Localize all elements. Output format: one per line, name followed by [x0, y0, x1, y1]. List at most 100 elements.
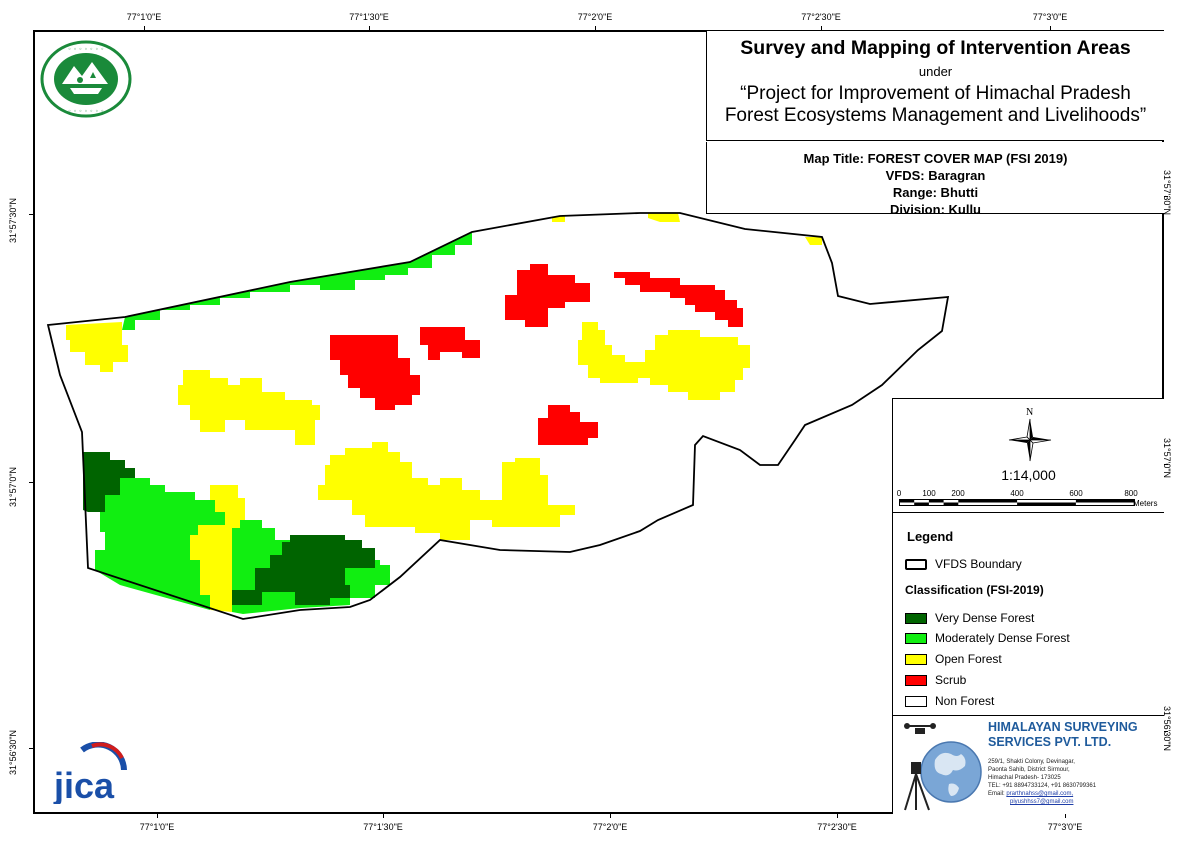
legend-item-boundary: VFDS Boundary: [905, 557, 1022, 571]
scrub-swatch: [905, 674, 927, 686]
graticule-label-left: 31°57'0"N: [8, 466, 18, 507]
title-panel: Survey and Mapping of Intervention Areas…: [706, 31, 1164, 141]
very-dense-swatch: [905, 612, 927, 624]
graticule-label-left: 31°57'30"N: [8, 197, 18, 243]
company-phone: TEL: +91 8894733124, +91 8630799361: [988, 783, 1097, 789]
legend-item-label: Very Dense Forest: [935, 611, 1035, 625]
open-forest-east: [578, 322, 750, 400]
tick-mark: [1162, 731, 1168, 732]
jica-logo-text: jica: [53, 765, 115, 804]
scrub-north-1: [505, 264, 590, 327]
scale-bar-label: 100: [922, 489, 936, 498]
non-forest-swatch: [905, 695, 927, 707]
legend-title: Legend: [907, 529, 954, 544]
open-forest-sw-strip: [190, 485, 245, 612]
graticule-label-top: 77°1'0"E: [126, 12, 162, 22]
vfds-boundary-outline: [46, 212, 950, 620]
vfds-label: VFDS: Baragran: [885, 168, 986, 183]
very-dense-south: [232, 535, 375, 605]
north-scale-panel: N 1:14,000 0 100 200 400 600 800 Meters: [892, 398, 1164, 513]
surveying-globe-logo-icon: [904, 723, 982, 811]
tick-mark: [610, 812, 611, 818]
company-address: 259/1, Shakti Colony, Devinagar, Paonta …: [988, 758, 1096, 806]
graticule-label-bottom: 77°2'30"E: [817, 822, 857, 832]
north-label: N: [1026, 407, 1034, 418]
company-email-row: Email: prarthnahss@gmail.com,: [988, 790, 1096, 798]
open-forest-swatch: [905, 653, 927, 665]
email-link-1[interactable]: prarthnahss@gmail.com,: [1006, 791, 1074, 797]
tick-mark: [29, 748, 35, 749]
scale-unit: Meters: [1133, 499, 1158, 508]
scrub-center-1: [330, 335, 420, 410]
legend-item-label: Non Forest: [935, 694, 995, 708]
tick-mark: [1162, 196, 1168, 197]
scale-bar-label: 0: [896, 489, 902, 498]
tick-mark: [837, 812, 838, 818]
legend-item-label: Scrub: [935, 673, 967, 687]
map-main-title: Survey and Mapping of Intervention Areas: [740, 37, 1131, 59]
legend-item-scrub: Scrub: [905, 673, 966, 687]
graticule-label-left: 31°56'30"N: [8, 729, 18, 775]
tick-mark: [1050, 26, 1051, 32]
scale-bar-label: 400: [1010, 489, 1024, 498]
legend-item-label: Open Forest: [935, 652, 1002, 666]
tick-mark: [157, 812, 158, 818]
company-panel: HIMALAYAN SURVEYING SERVICES PVT. LTD. 2…: [892, 716, 1164, 814]
mod-dense-sw: [95, 468, 225, 610]
division-label: Division: Kullu: [890, 202, 981, 217]
range-label: Range: Bhutti: [892, 185, 979, 200]
scrub-center-3: [538, 405, 598, 445]
address-line: Himachal Pradesh- 173025: [988, 775, 1061, 781]
open-forest-nw: [66, 322, 128, 372]
legend-panel: Legend VFDS Boundary Classification (FSI…: [892, 513, 1164, 716]
tick-mark: [29, 214, 35, 215]
scale-bar-label: 200: [951, 489, 965, 498]
open-forest-center: [318, 442, 575, 540]
legend-item-label: VFDS Boundary: [935, 557, 1022, 571]
legend-item-open: Open Forest: [905, 652, 1002, 666]
map-info-panel: Map Title: FOREST COVER MAP (FSI 2019) V…: [706, 142, 1164, 217]
graticule-label-top: 77°2'30"E: [801, 12, 841, 22]
graticule-label-bottom: 77°3'0"E: [1047, 822, 1083, 832]
jica-logo-icon: jica: [53, 742, 127, 804]
legend-item-mod-dense: Moderately Dense Forest: [905, 631, 1070, 645]
mod-dense-swatch: [905, 632, 927, 644]
graticule-label-bottom: 77°1'0"E: [139, 822, 175, 832]
graticule-label-top: 77°3'0"E: [1032, 12, 1068, 22]
graticule-label-top: 77°1'30"E: [349, 12, 389, 22]
project-title-line2: Forest Ecosystems Management and Livelih…: [724, 105, 1147, 126]
very-dense-west: [83, 452, 135, 512]
graticule-label-bottom: 77°1'30"E: [363, 822, 403, 832]
tick-mark: [144, 26, 145, 32]
scrub-north-2: [614, 272, 743, 327]
project-title-line1: “Project for Improvement of Himachal Pra…: [740, 83, 1131, 104]
tick-mark: [383, 812, 384, 818]
company-name-line1: HIMALAYAN SURVEYING: [988, 720, 1138, 734]
graticule-label-top: 77°2'0"E: [577, 12, 613, 22]
open-forest-west-center: [178, 370, 320, 445]
tick-mark: [1065, 812, 1066, 818]
address-line: Paonta Sahib, District Sirmour,: [988, 767, 1070, 773]
svg-text:◦ ◦ ◦ ◦ ◦ ◦ ◦: ◦ ◦ ◦ ◦ ◦ ◦ ◦: [68, 46, 104, 53]
email-prefix: Email:: [988, 791, 1007, 797]
title-under-text: under: [918, 64, 953, 79]
email-link-2[interactable]: piyushhss7@gmail.com: [1010, 799, 1074, 805]
scale-bar: [899, 499, 1135, 506]
legend-item-label: Moderately Dense Forest: [935, 631, 1070, 645]
scale-bar-label: 600: [1069, 489, 1083, 498]
boundary-swatch: [905, 558, 927, 570]
open-forest-ne-edge: [648, 213, 680, 222]
north-arrow-icon: [1008, 418, 1052, 462]
graticule-label-bottom: 77°2'0"E: [592, 822, 628, 832]
scale-ratio: 1:14,000: [1001, 467, 1056, 483]
tick-mark: [821, 26, 822, 32]
scale-bar-label: 800: [1124, 489, 1138, 498]
legend-item-very-dense: Very Dense Forest: [905, 611, 1034, 625]
address-line: 259/1, Shakti Colony, Devinagar,: [988, 759, 1075, 765]
tick-mark: [595, 26, 596, 32]
company-name-line2: SERVICES PVT. LTD.: [988, 735, 1112, 749]
tick-mark: [369, 26, 370, 32]
svg-text:◦ ◦ ◦ ◦ ◦ ◦ ◦: ◦ ◦ ◦ ◦ ◦ ◦ ◦: [68, 108, 104, 115]
classification-title: Classification (FSI-2019): [905, 583, 1044, 597]
